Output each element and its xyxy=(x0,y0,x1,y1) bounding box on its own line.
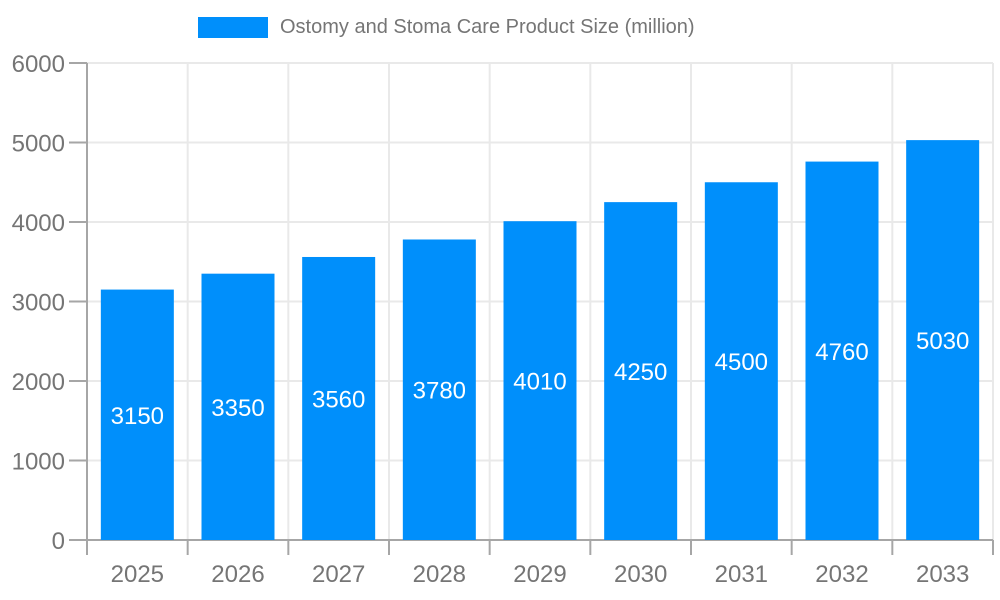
bar-2033[interactable] xyxy=(906,140,980,541)
y-tick-label: 4000 xyxy=(12,210,65,237)
bar-2029[interactable] xyxy=(503,221,577,540)
legend-label: Ostomy and Stoma Care Product Size (mill… xyxy=(280,16,695,38)
bar-value-label: 5030 xyxy=(916,328,969,355)
legend-item[interactable]: Ostomy and Stoma Care Product Size (mill… xyxy=(198,16,695,39)
bar-value-label: 3350 xyxy=(211,395,264,422)
y-tick-label: 0 xyxy=(52,528,65,555)
bar-value-label: 3150 xyxy=(111,403,164,430)
bar-2026[interactable] xyxy=(201,273,275,540)
x-tick-label: 2028 xyxy=(413,561,466,588)
bar-value-label: 3780 xyxy=(413,378,466,405)
x-tick-label: 2033 xyxy=(916,561,969,588)
bar-value-label: 4010 xyxy=(513,369,566,396)
bar-value-label: 4500 xyxy=(715,349,768,376)
x-tick-label: 2027 xyxy=(312,561,365,588)
bar-value-label: 3560 xyxy=(312,386,365,413)
bar-2025[interactable] xyxy=(100,289,174,540)
y-tick-label: 3000 xyxy=(12,290,65,317)
bar-value-label: 4250 xyxy=(614,359,667,386)
x-tick-label: 2030 xyxy=(614,561,667,588)
legend-swatch xyxy=(198,17,268,38)
bar-2028[interactable] xyxy=(402,239,476,541)
bar-value-label: 4760 xyxy=(815,339,868,366)
y-tick-label: 2000 xyxy=(12,369,65,396)
y-tick-label: 5000 xyxy=(12,131,65,158)
x-tick-label: 2031 xyxy=(715,561,768,588)
y-tick-label: 6000 xyxy=(12,51,65,78)
bar-2032[interactable] xyxy=(805,161,879,540)
x-tick-label: 2029 xyxy=(513,561,566,588)
bar-2027[interactable] xyxy=(302,256,376,540)
x-tick-label: 2026 xyxy=(211,561,264,588)
x-tick-label: 2025 xyxy=(111,561,164,588)
bar-2030[interactable] xyxy=(604,202,678,540)
bar-2031[interactable] xyxy=(704,182,778,540)
x-tick-label: 2032 xyxy=(815,561,868,588)
y-tick-label: 1000 xyxy=(12,449,65,476)
